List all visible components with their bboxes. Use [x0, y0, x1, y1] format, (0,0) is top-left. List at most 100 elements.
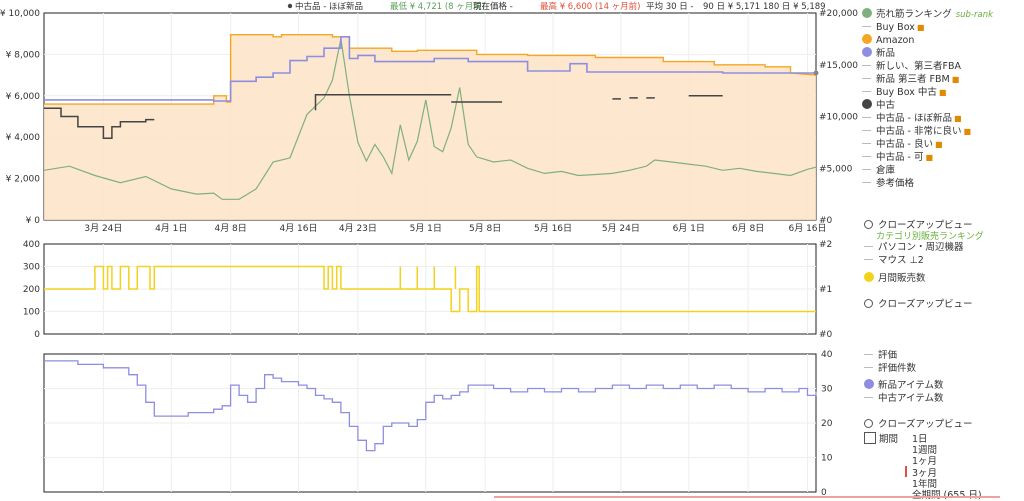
- legend-item[interactable]: 売れ筋ランキング sub-rank: [862, 8, 1022, 21]
- closeup-view-2[interactable]: クローズアップビュー: [864, 296, 973, 310]
- y-right-tick-label: 0: [821, 488, 827, 498]
- magnifier-icon: [864, 299, 873, 308]
- bottom-accent-line: [494, 496, 1000, 498]
- legend-item[interactable]: 参考価格: [862, 177, 1022, 190]
- rating-label: 評価: [878, 350, 898, 361]
- legend-item[interactable]: Amazon: [862, 34, 1022, 47]
- period-option[interactable]: 1週間: [912, 445, 938, 457]
- legend-item[interactable]: 中古品 - 良い ■: [862, 138, 1022, 151]
- price-chart: ¥ 0 ¥ 2,000 ¥ 4,000 ¥ 6,000 ¥ 8,000 ¥ 10,000 #…: [0, 9, 858, 234]
- sales-chart: 0 100 200 300 400 #0 #1 #2: [23, 240, 833, 340]
- hierarchy-icon: ⊥: [909, 255, 918, 266]
- legend-item-label: 新品: [876, 48, 896, 59]
- y-right-tick-label: 10: [821, 454, 833, 464]
- legend-item[interactable]: 倉庫: [862, 164, 1022, 177]
- closeup-view-3[interactable]: クローズアップビュー: [864, 416, 973, 430]
- legend-rating[interactable]: 評価: [864, 349, 897, 362]
- legend-monthly-sales[interactable]: 月間販売数: [864, 272, 926, 285]
- selected-indicator: [905, 465, 907, 477]
- legend-rank-cat2[interactable]: マウス ⊥2: [864, 254, 924, 267]
- legend-dot-icon: [862, 99, 872, 109]
- legend-item-label: Buy Box: [876, 22, 915, 33]
- rank-cat2-label: マウス: [878, 255, 907, 266]
- y-right-tick-label: 40: [821, 350, 833, 360]
- x-tick-label: 6月 1日: [673, 223, 705, 234]
- legend-item[interactable]: 中古品 - ほぼ新品 ■: [862, 112, 1022, 125]
- rating-count-label: 評価件数: [878, 363, 917, 374]
- dash-icon: [864, 367, 873, 368]
- legend-item[interactable]: Buy Box 中古 ■: [862, 86, 1022, 99]
- x-tick-label: 6月 16日: [788, 223, 826, 234]
- legend-item[interactable]: 中古品 - 非常に良い ■: [862, 125, 1022, 138]
- y-left-tick-label: 200: [23, 285, 40, 295]
- header-used-label: 中古品 - ほぼ新品: [295, 1, 363, 12]
- y-right-tick-label: #10,000: [819, 113, 858, 123]
- y-left-tick-label: ¥ 6,000: [6, 92, 41, 102]
- legend-item[interactable]: 新品 第三者 FBM ■: [862, 73, 1022, 86]
- legend-dot-icon: [862, 47, 872, 57]
- legend-item[interactable]: 中古品 - 可 ■: [862, 151, 1022, 164]
- header-avg30: 平均 30 日 -: [646, 1, 694, 12]
- legend-dash-icon: [862, 78, 871, 79]
- rank-line: [43, 38, 817, 200]
- legend-rating-count[interactable]: 評価件数: [864, 362, 916, 375]
- used-item-count-label: 中古アイテム数: [878, 393, 944, 404]
- x-tick-label: 5月 1日: [410, 223, 442, 234]
- sales-line: [44, 265, 816, 313]
- y-right-tick-label: #1: [819, 285, 832, 295]
- truck-icon: ■: [963, 127, 972, 136]
- x-tick-label: 5月 16日: [534, 223, 572, 234]
- legend-dash-icon: [862, 143, 871, 144]
- header-avg90: 90 日 ¥ 5,171: [703, 2, 760, 12]
- period-option[interactable]: 全期間 (655 日): [912, 487, 982, 501]
- y-right-tick-label: #5,000: [819, 164, 853, 174]
- period-option[interactable]: 3ヶ月: [912, 467, 938, 479]
- rank-cat1-label: パソコン・周辺機器: [878, 242, 964, 253]
- magnifier-icon: [864, 220, 873, 229]
- current-marker: [813, 70, 819, 76]
- legend-item-label: 売れ筋ランキング: [876, 9, 952, 20]
- x-tick-label: 5月 24日: [602, 223, 640, 234]
- truck-icon: ■: [934, 140, 943, 149]
- purple-dot-icon: [864, 379, 874, 389]
- truck-icon: ■: [938, 88, 947, 97]
- sub-rank-link[interactable]: sub-rank: [955, 10, 994, 20]
- offer-count-chart: 0 10 20 30 40: [43, 350, 833, 498]
- dash-icon: [864, 246, 873, 247]
- dash-icon: [864, 354, 873, 355]
- legend-new-item-count[interactable]: 新品アイテム数: [864, 379, 944, 392]
- calendar-icon: [864, 432, 876, 444]
- legend-panel: 売れ筋ランキング sub-rank Buy Box ■ Amazon 新品 新しい、第三者F…: [862, 8, 1022, 190]
- legend-item[interactable]: 新品: [862, 47, 1022, 60]
- truck-icon: ■: [916, 23, 925, 32]
- new-item-count-label: 新品アイテム数: [878, 380, 944, 391]
- legend-item[interactable]: 中古: [862, 99, 1022, 112]
- period-option[interactable]: 1ヶ月: [912, 456, 938, 468]
- y-left-tick-label: ¥ 10,000: [0, 9, 40, 19]
- chart-header: 中古品 - ほぼ新品 最低 ¥ 4,721 (8 ヶ月前) 現在価格 - 最高 …: [287, 1, 826, 12]
- y-right-tick-label: #15,000: [819, 61, 858, 71]
- legend-item[interactable]: 新しい、第三者FBA: [862, 60, 1022, 73]
- y-left-tick-label: ¥ 8,000: [6, 50, 41, 60]
- period-option[interactable]: 1年間: [912, 478, 938, 490]
- rank-cat2-num: 2: [917, 255, 924, 266]
- legend-dot-icon: [862, 8, 872, 18]
- y-left-tick-label: 400: [23, 240, 40, 250]
- legend-rank-cat1[interactable]: パソコン・周辺機器: [864, 241, 964, 254]
- legend-used-item-count[interactable]: 中古アイテム数: [864, 392, 944, 405]
- closeup-view-1[interactable]: クローズアップビュー: [864, 217, 973, 231]
- x-tick-label: 4月 8日: [214, 223, 246, 234]
- legend-item-label: Buy Box 中古: [876, 87, 937, 98]
- y-left-tick-label: 100: [23, 308, 40, 318]
- dash-icon: [864, 397, 873, 398]
- y-right-tick-label: #20,000: [819, 9, 858, 19]
- magnifier-icon: [864, 419, 873, 428]
- legend-item-label: 中古品 - 可: [876, 152, 924, 163]
- y-right-tick-label: #2: [819, 240, 832, 250]
- period-option[interactable]: 1日: [912, 434, 928, 445]
- legend-items: 売れ筋ランキング sub-rank Buy Box ■ Amazon 新品 新しい、第三者F…: [862, 8, 1022, 190]
- period-label: 期間: [879, 434, 899, 445]
- legend-item[interactable]: Buy Box ■: [862, 21, 1022, 34]
- closeup-label: クローズアップビュー: [878, 419, 973, 430]
